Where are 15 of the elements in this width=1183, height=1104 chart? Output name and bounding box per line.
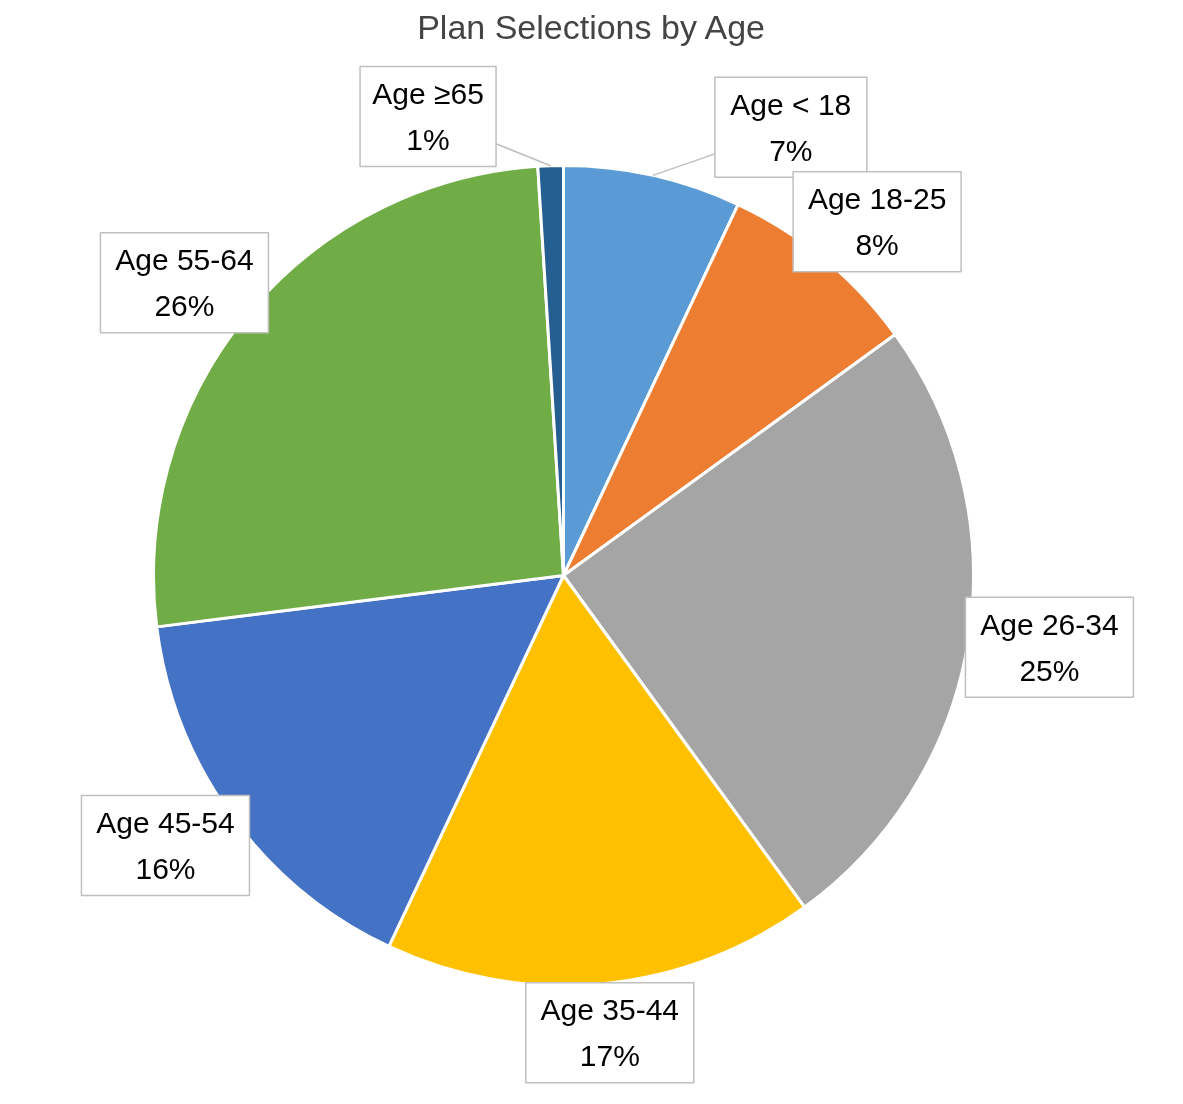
- data-label: 26%: [154, 289, 215, 323]
- data-label: 17%: [579, 1039, 640, 1073]
- slice-label: Age 35-44: [540, 993, 680, 1027]
- slice-label: Age < 18: [730, 87, 852, 121]
- slice-label: Age 45-54: [96, 805, 235, 839]
- data-label: 8%: [855, 228, 899, 262]
- data-label: 25%: [1019, 653, 1080, 687]
- chart-title: Plan Selections by Age: [417, 7, 765, 46]
- slice-label: Age 26-34: [980, 607, 1119, 641]
- slice-label: Age ≥65: [372, 77, 484, 111]
- data-label: 16%: [135, 851, 196, 885]
- data-label: 1%: [406, 123, 450, 157]
- data-label: 7%: [769, 133, 813, 167]
- slice-label: Age 55-64: [115, 243, 254, 277]
- slice-label: Age 18-25: [807, 182, 947, 216]
